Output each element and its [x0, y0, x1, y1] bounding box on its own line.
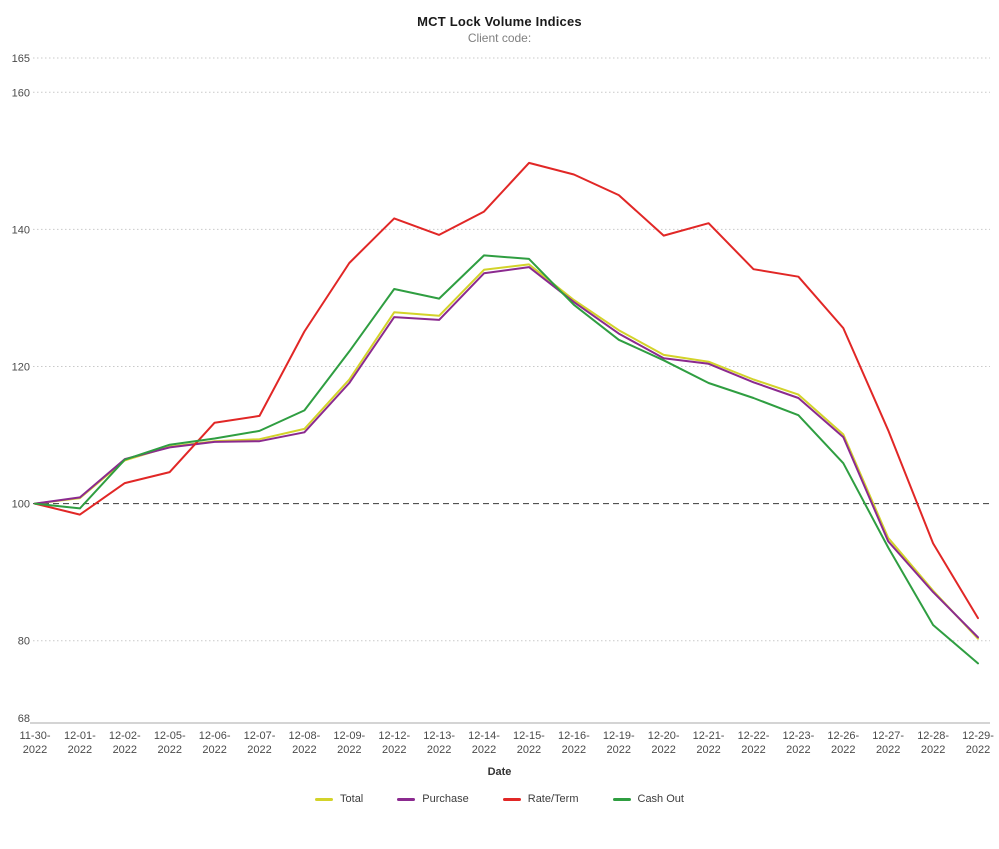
- x-tick-label: 2022: [921, 744, 945, 756]
- legend-label: Total: [340, 793, 364, 805]
- x-tick-label: 2022: [157, 744, 181, 756]
- y-tick-label: 165: [12, 53, 30, 65]
- legend-label: Purchase: [422, 793, 469, 805]
- x-tick-label: 12-12-: [378, 730, 410, 742]
- x-tick-label: 12-29-: [962, 730, 994, 742]
- legend-swatch-cash-out: [612, 797, 631, 801]
- series-line-cash-out: [34, 254, 979, 665]
- x-tick-label: 2022: [23, 744, 47, 756]
- x-tick-label: 2022: [741, 744, 765, 756]
- x-tick-label: 2022: [966, 744, 990, 756]
- y-tick-label: 100: [12, 499, 30, 511]
- series-line-rate-term: [34, 161, 979, 620]
- x-tick-label: 12-22-: [738, 730, 770, 742]
- x-tick-label: 11-30-: [20, 730, 51, 742]
- legend-label: Cash Out: [637, 793, 684, 805]
- line-chart-canvas: 68 80 100 120 140 160 165 11-30- 2022 12-01- 2022 1…: [12, 53, 995, 756]
- y-tick-label: 120: [12, 362, 30, 374]
- legend-swatch-purchase: [397, 797, 416, 801]
- x-tick-label: 12-16-: [558, 730, 590, 742]
- legend-swatch-total: [315, 797, 334, 801]
- x-tick-label: 2022: [337, 744, 361, 756]
- x-tick-label: 12-14-: [468, 730, 500, 742]
- y-tick-label: 160: [12, 87, 30, 99]
- x-tick-label: 2022: [382, 744, 406, 756]
- chart-subtitle: Client code:: [467, 31, 532, 45]
- legend-item-rate-term[interactable]: Rate/Term: [502, 793, 579, 805]
- x-tick-label: 2022: [831, 744, 855, 756]
- x-tick-label: 12-23-: [782, 730, 814, 742]
- x-tick-label: 12-05-: [154, 730, 186, 742]
- x-tick-label: 12-20-: [648, 730, 680, 742]
- x-tick-label: 12-07-: [244, 730, 276, 742]
- x-tick-label: 2022: [562, 744, 586, 756]
- legend-label: Rate/Term: [527, 793, 579, 805]
- x-tick-label: 12-08-: [289, 730, 321, 742]
- legend-item-cash-out[interactable]: Cash Out: [612, 793, 684, 805]
- x-tick-label: 12-13-: [423, 730, 455, 742]
- x-tick-label: 2022: [607, 744, 631, 756]
- x-tick-label: 12-28-: [917, 730, 949, 742]
- x-tick-label: 2022: [517, 744, 541, 756]
- x-tick-label: 2022: [113, 744, 137, 756]
- x-tick-label: 12-27-: [872, 730, 904, 742]
- x-tick-label: 12-15-: [513, 730, 545, 742]
- x-tick-label: 2022: [202, 744, 226, 756]
- x-tick-label: 12-26-: [827, 730, 859, 742]
- x-tick-label: 12-01-: [64, 730, 96, 742]
- x-tick-label: 2022: [68, 744, 92, 756]
- x-tick-label: 2022: [472, 744, 496, 756]
- x-tick-label: 2022: [651, 744, 675, 756]
- x-tick-label: 2022: [292, 744, 316, 756]
- chart-legend: Total Purchase Rate/Term Cash Out: [0, 793, 999, 805]
- legend-item-total[interactable]: Total: [315, 793, 363, 805]
- chart-title: MCT Lock Volume Indices: [417, 14, 582, 29]
- x-tick-label: 12-21-: [693, 730, 725, 742]
- x-tick-label: 2022: [247, 744, 271, 756]
- x-tick-label: 2022: [696, 744, 720, 756]
- x-tick-label: 12-06-: [199, 730, 231, 742]
- x-tick-label: 2022: [786, 744, 810, 756]
- legend-swatch-rate-term: [502, 797, 521, 801]
- x-tick-label: 12-19-: [603, 730, 635, 742]
- y-tick-label: 140: [12, 224, 30, 236]
- y-tick-label: 80: [18, 636, 30, 648]
- x-tick-label: 12-09-: [333, 730, 365, 742]
- x-tick-label: 2022: [876, 744, 900, 756]
- series-line-purchase: [34, 266, 979, 639]
- legend-item-purchase[interactable]: Purchase: [397, 793, 469, 805]
- y-tick-label: 68: [18, 713, 30, 725]
- x-tick-label: 2022: [427, 744, 451, 756]
- x-axis-title: Date: [487, 766, 512, 778]
- x-tick-label: 12-02-: [109, 730, 141, 742]
